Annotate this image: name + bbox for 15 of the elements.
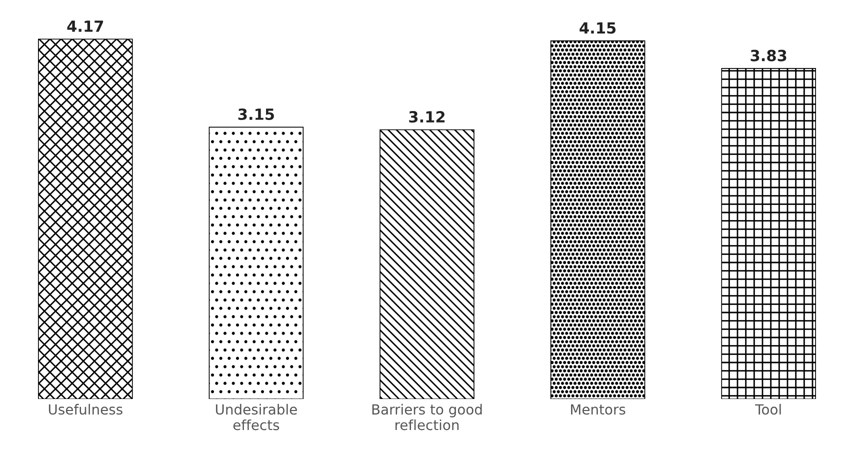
data-label: 3.12 <box>409 111 445 123</box>
x-tick-label: Usefulness <box>48 404 122 415</box>
bar <box>721 68 816 400</box>
data-label: 3.83 <box>750 50 786 62</box>
bar <box>380 129 474 400</box>
bar <box>38 38 133 400</box>
x-tick-label: Tool <box>755 404 781 415</box>
x-tick-label: Undesirable effects <box>216 404 297 430</box>
x-tick-label: Mentors <box>571 404 626 415</box>
x-tick-label: Barriers to good reflection <box>372 404 482 430</box>
data-label: 4.17 <box>67 20 104 32</box>
bar <box>208 126 304 400</box>
data-label: 4.15 <box>580 22 616 34</box>
data-label: 3.15 <box>238 108 274 120</box>
bar <box>550 40 646 400</box>
